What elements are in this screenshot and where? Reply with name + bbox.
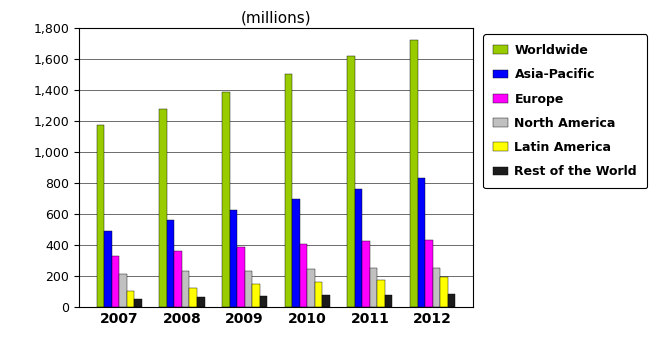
Bar	[244, 271, 252, 307]
Bar	[104, 231, 112, 307]
Bar	[97, 125, 104, 307]
Legend: Worldwide, Asia-Pacific, Europe, North America, Latin America, Rest of the World: Worldwide, Asia-Pacific, Europe, North A…	[484, 34, 647, 188]
Bar	[300, 244, 307, 307]
Bar	[440, 277, 447, 307]
Bar	[410, 40, 418, 307]
Bar	[370, 268, 377, 307]
Bar	[260, 296, 267, 307]
Bar	[385, 295, 392, 307]
Bar	[197, 297, 204, 307]
Bar	[432, 268, 440, 307]
Bar	[160, 109, 167, 307]
Bar	[229, 210, 237, 307]
Bar	[284, 74, 292, 307]
Bar	[189, 288, 197, 307]
Bar	[447, 294, 455, 307]
Bar	[222, 91, 229, 307]
Bar	[134, 299, 142, 307]
Bar	[292, 199, 300, 307]
Bar	[315, 282, 323, 307]
Bar	[355, 189, 363, 307]
Title: (millions): (millions)	[240, 10, 311, 25]
Bar	[348, 56, 355, 307]
Bar	[425, 240, 432, 307]
Bar	[182, 272, 189, 307]
Bar	[377, 280, 385, 307]
Bar	[127, 291, 134, 307]
Bar	[167, 220, 175, 307]
Bar	[112, 256, 120, 307]
Bar	[120, 274, 127, 307]
Bar	[237, 247, 244, 307]
Bar	[418, 178, 425, 307]
Bar	[175, 251, 182, 307]
Bar	[363, 241, 370, 307]
Bar	[323, 296, 330, 307]
Bar	[252, 284, 260, 307]
Bar	[307, 269, 315, 307]
